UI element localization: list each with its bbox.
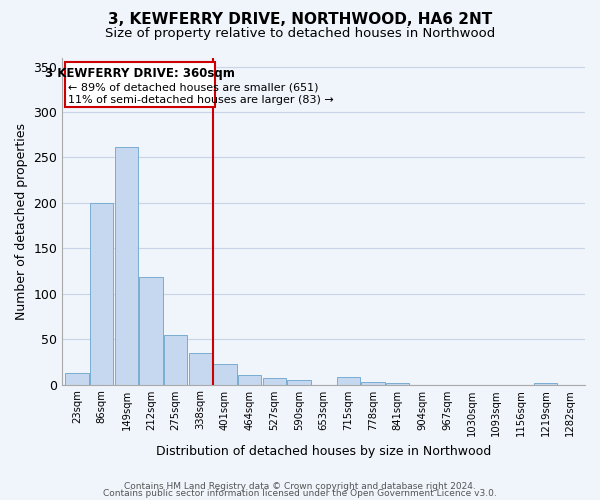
Bar (164, 334, 187, 384)
Bar (534, 382, 557, 384)
Bar (361, 382, 385, 384)
Bar (90, 203, 113, 384)
Bar (238, 376, 262, 384)
Text: Contains HM Land Registry data © Crown copyright and database right 2024.: Contains HM Land Registry data © Crown c… (124, 482, 476, 491)
Text: Size of property relative to detached houses in Northwood: Size of property relative to detached ho… (105, 28, 495, 40)
Text: 3 KEWFERRY DRIVE: 360sqm: 3 KEWFERRY DRIVE: 360sqm (45, 68, 235, 80)
Bar (65, 372, 89, 384)
Bar (287, 380, 311, 384)
Text: 3, KEWFERRY DRIVE, NORTHWOOD, HA6 2NT: 3, KEWFERRY DRIVE, NORTHWOOD, HA6 2NT (108, 12, 492, 28)
Bar (386, 382, 409, 384)
Y-axis label: Number of detached properties: Number of detached properties (15, 122, 28, 320)
Bar (214, 364, 237, 384)
Bar (188, 353, 212, 384)
Text: ← 89% of detached houses are smaller (651): ← 89% of detached houses are smaller (65… (68, 82, 319, 92)
X-axis label: Distribution of detached houses by size in Northwood: Distribution of detached houses by size … (156, 444, 491, 458)
Bar (337, 378, 360, 384)
FancyBboxPatch shape (65, 62, 215, 108)
Text: 11% of semi-detached houses are larger (83) →: 11% of semi-detached houses are larger (… (68, 95, 334, 105)
Bar (263, 378, 286, 384)
Bar (115, 146, 138, 384)
Text: Contains public sector information licensed under the Open Government Licence v3: Contains public sector information licen… (103, 490, 497, 498)
Bar (139, 278, 163, 384)
